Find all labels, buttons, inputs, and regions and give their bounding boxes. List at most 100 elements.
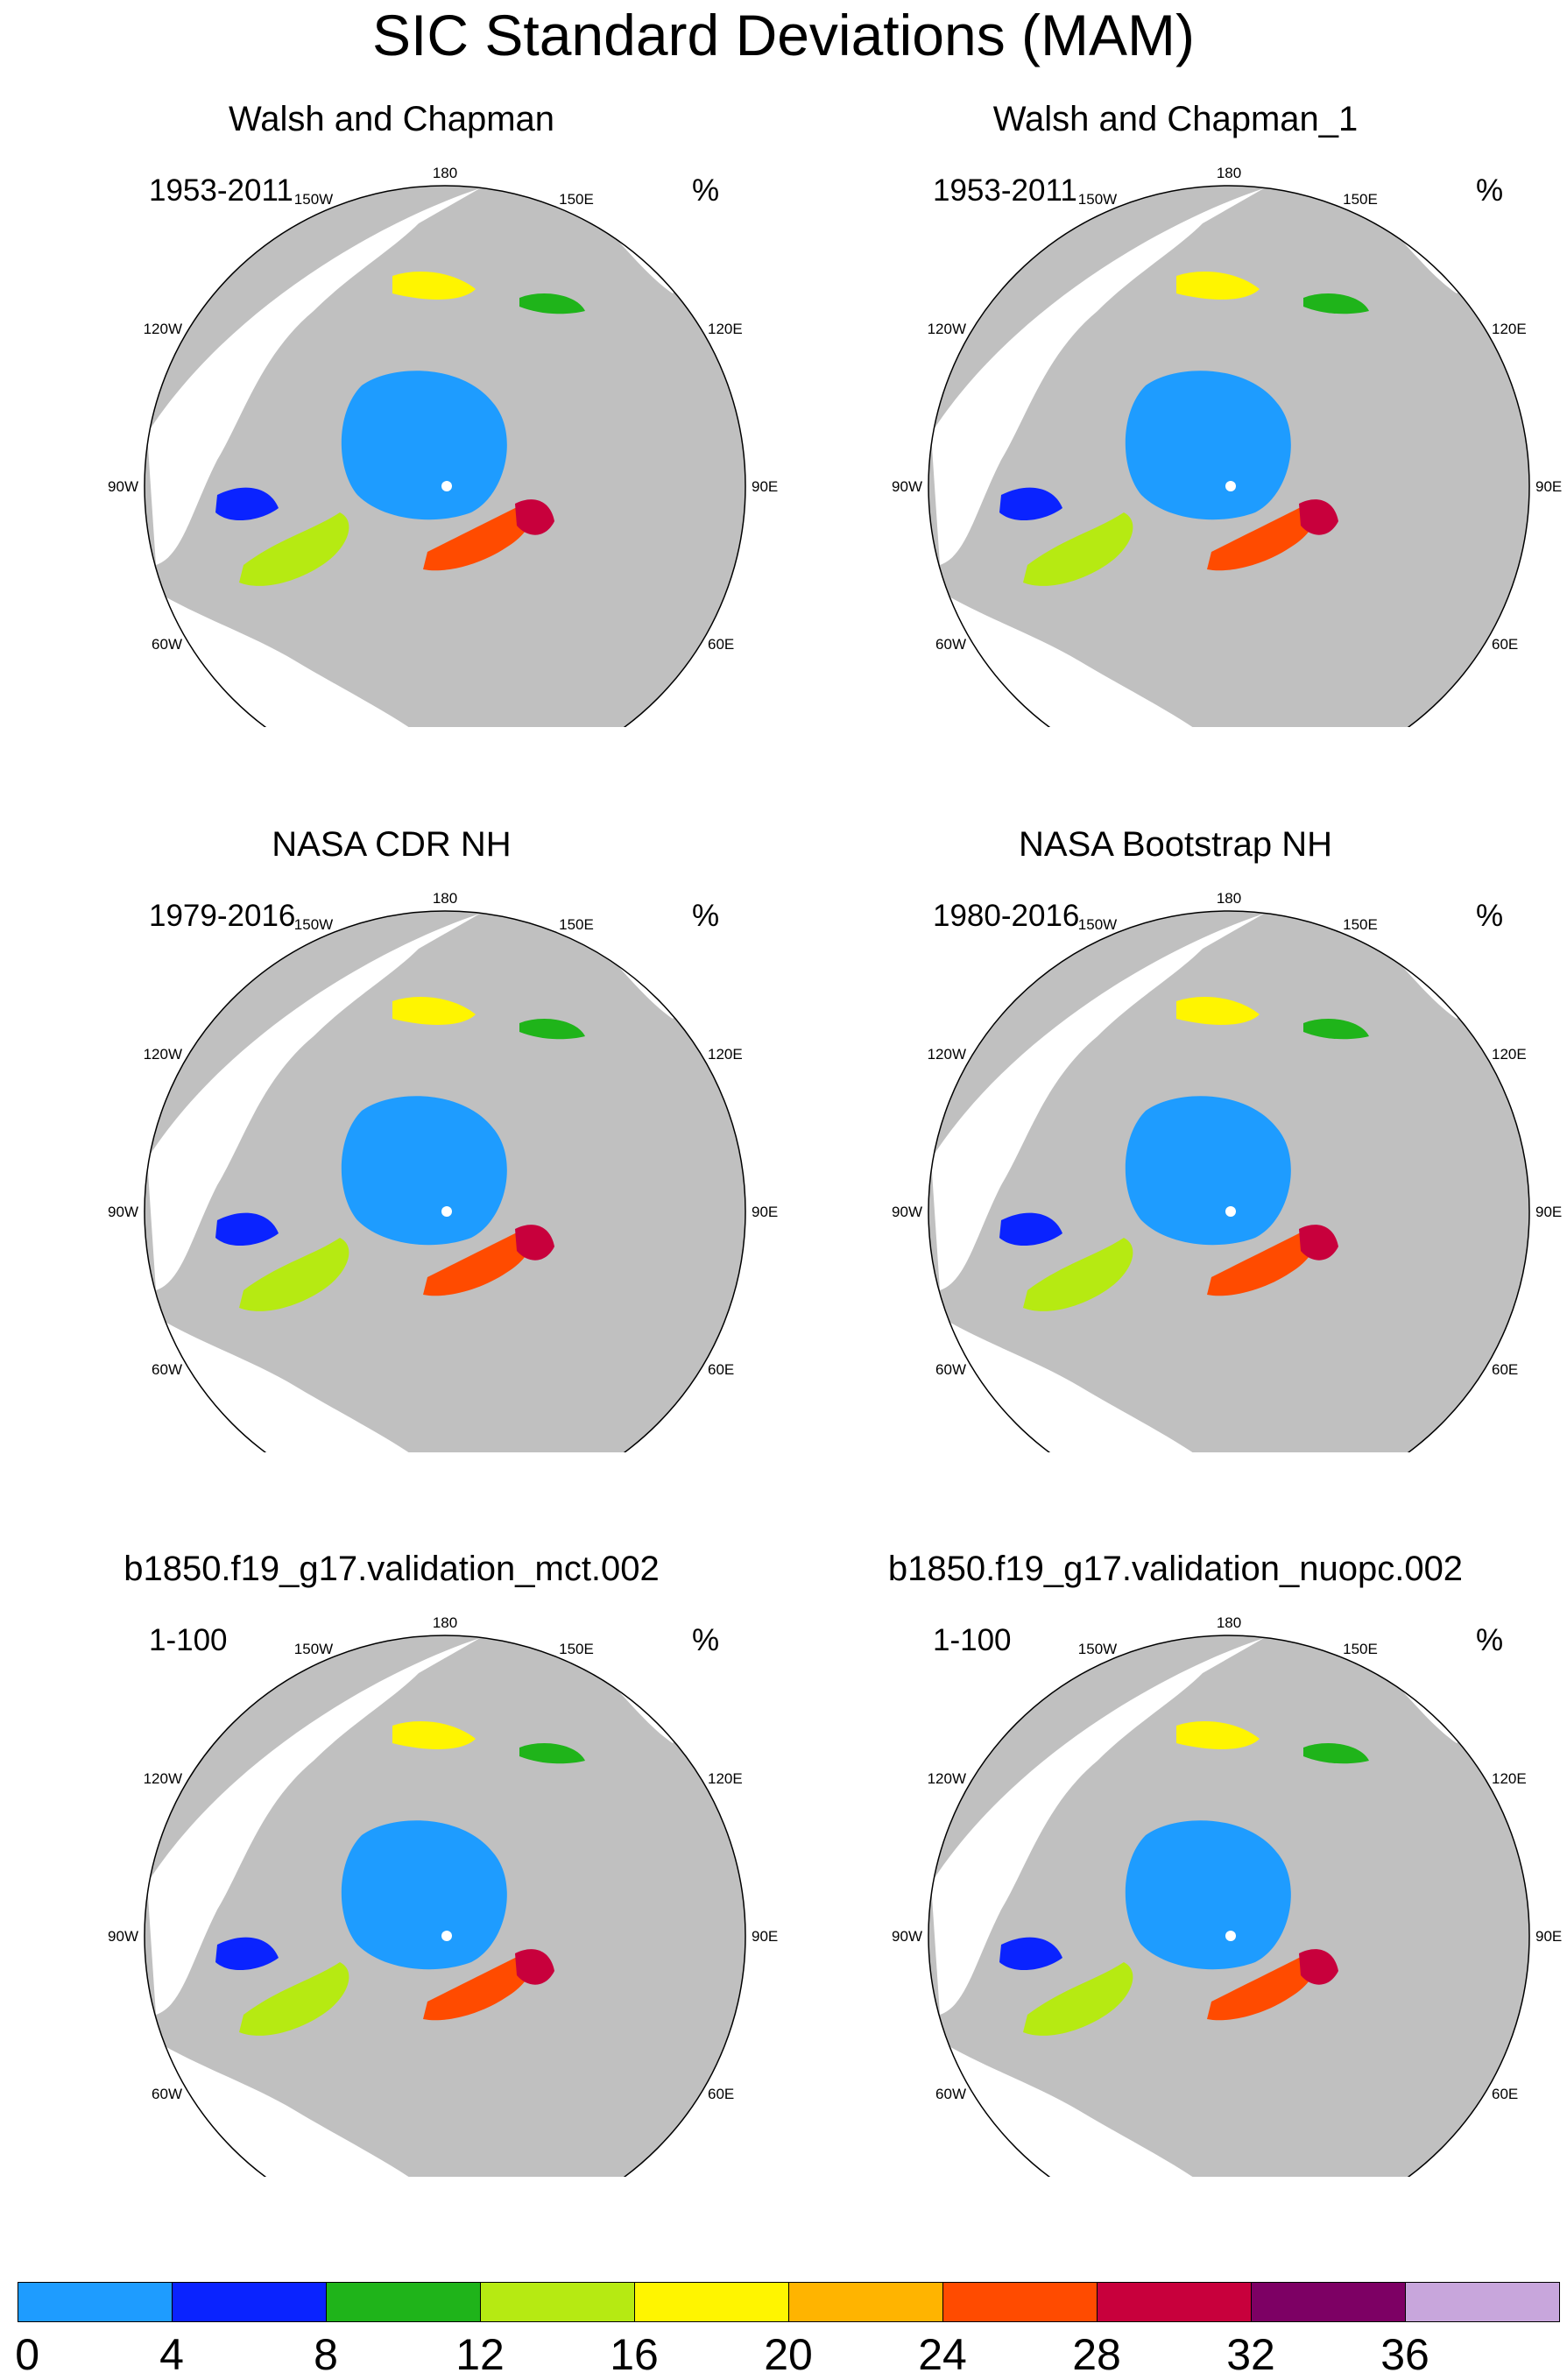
sea-ice-field bbox=[392, 272, 476, 300]
longitude-label: 60E bbox=[1492, 1361, 1518, 1378]
longitude-label: 120E bbox=[1492, 321, 1527, 337]
sea-ice-field bbox=[999, 487, 1062, 521]
longitude-label: 150W bbox=[294, 916, 333, 933]
sea-ice-field bbox=[239, 1238, 349, 1311]
sea-ice-field bbox=[1125, 1820, 1291, 1970]
sea-ice-field bbox=[519, 293, 585, 314]
sea-ice-field bbox=[1303, 1743, 1369, 1764]
longitude-label: 120E bbox=[708, 1770, 743, 1787]
panel-unit: % bbox=[692, 173, 720, 208]
map-panel-nasa-cdr: NASA CDR NH 1979-2016% 180 150W 150E 120W 120E… bbox=[0, 725, 783, 1452]
colorbar-segment bbox=[634, 2282, 789, 2322]
map-boundary bbox=[144, 185, 746, 727]
map-boundary bbox=[144, 910, 746, 1452]
colorbar-tick-label: 24 bbox=[918, 2330, 967, 2379]
longitude-label: 180 bbox=[1217, 890, 1241, 907]
polar-map: 180150W150E120W120E90W90E60W60E30W30E0 bbox=[108, 165, 778, 727]
colorbar-segment bbox=[326, 2282, 481, 2322]
longitude-label: 60W bbox=[152, 1361, 182, 1378]
colorbar-tick-label: 16 bbox=[610, 2330, 659, 2379]
longitude-label: 180 bbox=[433, 890, 457, 907]
longitude-label: 90E bbox=[752, 1204, 778, 1220]
sea-ice-field bbox=[1303, 1019, 1369, 1040]
longitude-label: 120W bbox=[144, 321, 182, 337]
sea-ice-field bbox=[1176, 272, 1260, 300]
sea-ice-field bbox=[1125, 1096, 1291, 1246]
panel-years: 1953-2011 bbox=[149, 173, 293, 208]
map-panel-walsh-chapman: Walsh and Chapman 1953-2011% 180 150W 150E 12… bbox=[0, 0, 783, 727]
colorbar-segment bbox=[788, 2282, 943, 2322]
longitude-label: 60W bbox=[152, 636, 182, 653]
longitude-label: 60W bbox=[935, 2086, 966, 2102]
sea-ice-field bbox=[999, 1212, 1062, 1246]
panel-years: 1980-2016 bbox=[933, 899, 1080, 933]
longitude-label: 150E bbox=[1343, 191, 1378, 208]
longitude-label: 150E bbox=[559, 916, 594, 933]
sea-ice-field bbox=[515, 1949, 554, 1985]
colorbar-tick-label: 36 bbox=[1380, 2330, 1429, 2379]
longitude-label: 120E bbox=[1492, 1770, 1527, 1787]
longitude-label: 180 bbox=[433, 165, 457, 181]
longitude-label: 90E bbox=[752, 478, 778, 495]
sea-ice-field bbox=[1299, 1225, 1338, 1261]
longitude-label: 90W bbox=[892, 1928, 922, 1945]
panel-unit: % bbox=[1476, 899, 1504, 933]
longitude-label: 180 bbox=[1217, 1614, 1241, 1631]
map-panel-walsh-chapman-1: Walsh and Chapman_1 1953-2011% 180 150W 150E… bbox=[784, 0, 1567, 727]
main-title: SIC Standard Deviations (MAM) bbox=[372, 3, 1195, 67]
sea-ice-field bbox=[1023, 1962, 1133, 2036]
longitude-label: 150E bbox=[559, 1641, 594, 1657]
longitude-label: 90E bbox=[1535, 1204, 1562, 1220]
longitude-label: 150W bbox=[1078, 916, 1117, 933]
sea-ice-field bbox=[341, 1820, 507, 1970]
sea-ice-field bbox=[1299, 499, 1338, 535]
sea-ice-field bbox=[239, 512, 349, 586]
map-panel-nuopc: b1850.f19_g17.validation_nuopc.002 1-100%… bbox=[784, 1450, 1567, 2177]
longitude-label: 120W bbox=[928, 1046, 966, 1063]
longitude-label: 90E bbox=[1535, 478, 1562, 495]
longitude-label: 60W bbox=[152, 2086, 182, 2102]
panel-title: NASA Bootstrap NH bbox=[1019, 825, 1332, 864]
longitude-label: 60E bbox=[1492, 2086, 1518, 2102]
sea-ice-field bbox=[215, 487, 279, 521]
longitude-label: 60E bbox=[708, 2086, 734, 2102]
longitude-label: 120E bbox=[708, 321, 743, 337]
sea-ice-field bbox=[1207, 1229, 1316, 1296]
sea-ice-field bbox=[1207, 504, 1316, 571]
longitude-label: 120W bbox=[928, 1770, 966, 1787]
sea-ice-field bbox=[423, 1229, 533, 1296]
longitude-label: 90W bbox=[108, 1204, 138, 1220]
polar-map: 180150W150E120W120E90W90E60W60E30W30E0 bbox=[892, 1614, 1562, 2177]
longitude-label: 90W bbox=[892, 1204, 922, 1220]
panel-years: 1979-2016 bbox=[149, 899, 296, 933]
panel-title: NASA CDR NH bbox=[272, 825, 512, 864]
longitude-label: 180 bbox=[1217, 165, 1241, 181]
longitude-label: 60E bbox=[708, 636, 734, 653]
sea-ice-field bbox=[423, 504, 533, 571]
panel-unit: % bbox=[1476, 173, 1504, 208]
panel-unit: % bbox=[692, 899, 720, 933]
longitude-label: 90E bbox=[1535, 1928, 1562, 1945]
longitude-label: 150W bbox=[1078, 191, 1117, 208]
colorbar-tick-label: 32 bbox=[1226, 2330, 1275, 2379]
sea-ice-field bbox=[1303, 293, 1369, 314]
colorbar-segment bbox=[172, 2282, 327, 2322]
colorbar-tick-label: 8 bbox=[314, 2330, 338, 2379]
longitude-label: 150E bbox=[1343, 916, 1378, 933]
panel-title: Walsh and Chapman_1 bbox=[992, 100, 1359, 138]
sea-ice-field bbox=[1023, 1238, 1133, 1311]
sea-ice-field bbox=[423, 1953, 533, 2021]
longitude-label: 120E bbox=[708, 1046, 743, 1063]
sea-ice-field bbox=[215, 1212, 279, 1246]
longitude-label: 120W bbox=[144, 1770, 182, 1787]
map-panel-mct: b1850.f19_g17.validation_mct.002 1-100% 18… bbox=[0, 1450, 783, 2177]
polar-map: 180150W150E120W120E90W90E60W60E30W30E0 bbox=[108, 890, 778, 1452]
panel-years: 1-100 bbox=[933, 1623, 1012, 1657]
colorbar-segment bbox=[1405, 2282, 1560, 2322]
longitude-label: 90W bbox=[892, 478, 922, 495]
longitude-label: 60E bbox=[1492, 636, 1518, 653]
longitude-label: 90E bbox=[752, 1928, 778, 1945]
sea-ice-field bbox=[392, 1721, 476, 1749]
colorbar-segment bbox=[1097, 2282, 1252, 2322]
map-boundary bbox=[928, 1635, 1530, 2177]
